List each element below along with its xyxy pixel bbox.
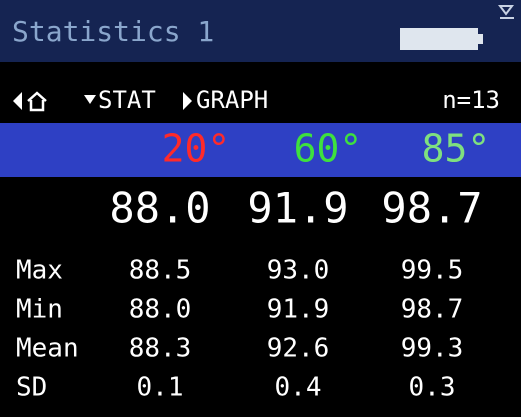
- row-label: SD: [16, 373, 47, 403]
- graph-tab[interactable]: GRAPH: [196, 86, 268, 114]
- stat-value: 99.3: [401, 334, 464, 364]
- stat-value: 0.1: [137, 373, 184, 403]
- battery-icon: [400, 28, 478, 50]
- stat-value: 91.9: [267, 295, 330, 325]
- stat-value: 0.4: [275, 373, 322, 403]
- stat-value: 93.0: [267, 256, 330, 286]
- stat-value: 92.6: [267, 334, 330, 364]
- stat-value: 99.5: [401, 256, 464, 286]
- current-reading: 91.9: [247, 184, 348, 233]
- stat-value: 88.0: [129, 295, 192, 325]
- current-reading: 88.0: [109, 184, 210, 233]
- battery-tip: [478, 34, 483, 44]
- stat-value: 88.3: [129, 334, 192, 364]
- angle-label: 85°: [422, 127, 491, 171]
- angle-label: 20°: [162, 127, 231, 171]
- angle-label: 60°: [294, 127, 363, 171]
- current-reading: 98.7: [381, 184, 482, 233]
- sample-count: n=13: [442, 86, 500, 114]
- row-label: Mean: [16, 334, 79, 364]
- home-icon[interactable]: [27, 91, 47, 112]
- graph-arrow: [183, 92, 192, 110]
- screen-title: Statistics 1: [12, 15, 214, 48]
- stat-value: 0.3: [409, 373, 456, 403]
- stat-tab[interactable]: STAT: [98, 86, 156, 114]
- row-label: Min: [16, 295, 63, 325]
- angle-band: [0, 123, 521, 177]
- usb-icon: [498, 5, 514, 19]
- row-label: Max: [16, 256, 63, 286]
- stat-value: 98.7: [401, 295, 464, 325]
- back-arrow[interactable]: [13, 92, 22, 110]
- stat-value: 88.5: [129, 256, 192, 286]
- stat-arrow: [84, 95, 96, 104]
